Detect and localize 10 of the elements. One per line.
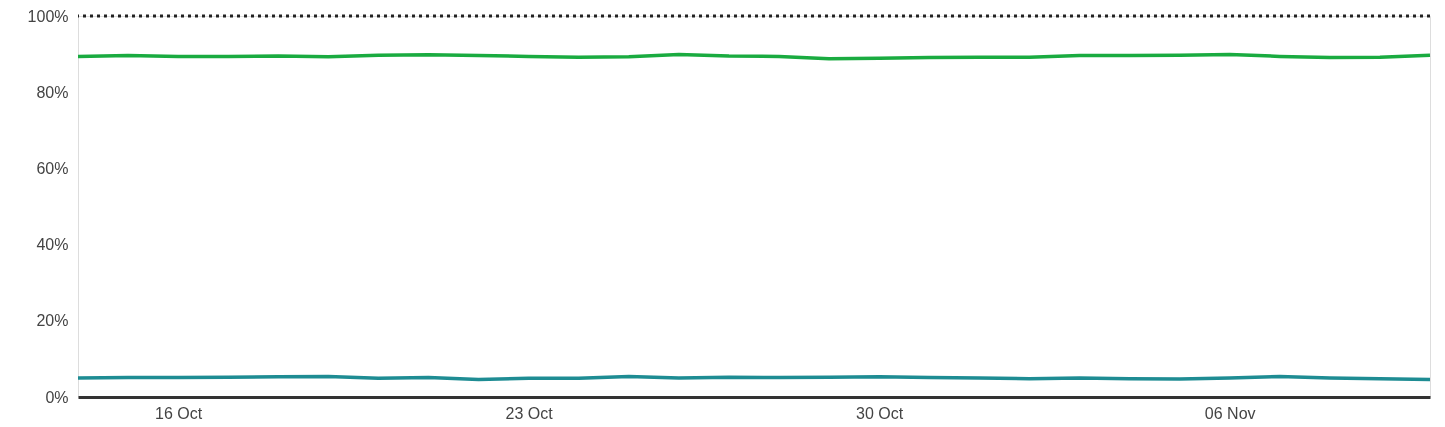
y-tick-label: 40% [36, 236, 69, 254]
x-tick-label: 16 Oct [155, 404, 203, 422]
x-tick-label: 23 Oct [505, 404, 554, 422]
y-tick-label: 100% [27, 7, 69, 25]
x-tick-label: 30 Oct [856, 404, 904, 422]
y-tick-label: 80% [36, 83, 69, 101]
y-tick-label: 60% [36, 159, 69, 177]
y-tick-label: 0% [45, 388, 69, 406]
x-tick-label: 06 Nov [1204, 404, 1256, 422]
y-tick-label: 20% [36, 312, 69, 330]
